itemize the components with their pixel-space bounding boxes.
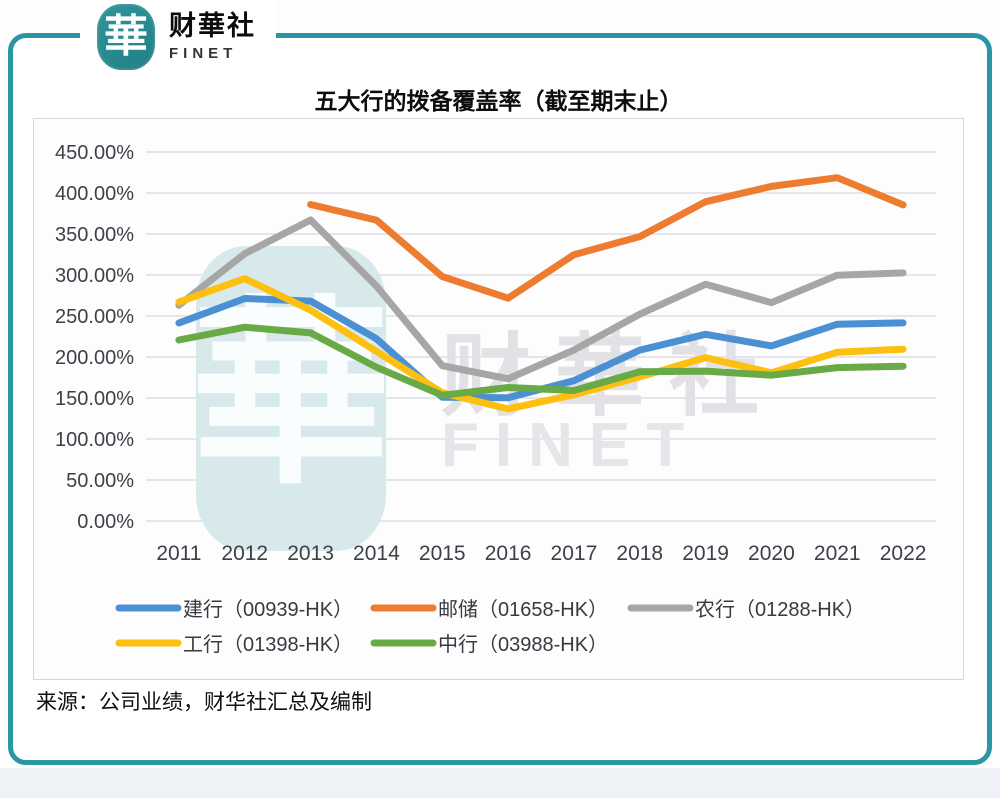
y-axis-tick-label: 300.00% bbox=[55, 265, 134, 287]
legend-item: 农行（01288-HK） bbox=[627, 598, 865, 621]
x-axis-labels: 2011 2012 2013 2014 2015 2016 2017 2018 2019 2020… bbox=[156, 542, 926, 565]
brand-name-cn: 财華社 bbox=[169, 11, 256, 42]
source-note: 来源：公司业绩，财华社汇总及编制 bbox=[36, 691, 372, 714]
x-axis-tick-label: 2013 bbox=[287, 542, 334, 565]
x-axis-tick-label: 2019 bbox=[682, 542, 729, 565]
brand-logo-block: 華 财華社 FINET bbox=[80, 0, 276, 74]
legend-item: 中行（03988-HK） bbox=[370, 633, 608, 656]
y-axis-tick-label: 250.00% bbox=[55, 306, 134, 328]
watermark: 華财華社FINET bbox=[191, 246, 759, 551]
y-axis-labels: 0.00% 50.00% 100.00% 150.00% 200.00% 250.00% 3… bbox=[55, 142, 134, 533]
legend-item: 邮储（01658-HK） bbox=[370, 598, 608, 621]
y-axis-tick-label: 450.00% bbox=[55, 142, 134, 164]
legend-label: 工行（01398-HK） bbox=[183, 633, 353, 656]
legend-label: 建行（00939-HK） bbox=[183, 598, 353, 621]
y-axis-tick-label: 400.00% bbox=[55, 183, 134, 205]
finet-logo-icon: 華 bbox=[97, 4, 155, 70]
finet-logo-glyph: 華 bbox=[104, 11, 148, 62]
legend-item: 工行（01398-HK） bbox=[115, 633, 353, 656]
x-axis-tick-label: 2018 bbox=[616, 542, 663, 565]
series-line-1 bbox=[307, 174, 907, 302]
series-line-2 bbox=[175, 216, 907, 383]
legend-label: 农行（01288-HK） bbox=[695, 598, 865, 621]
legend: 建行（00939-HK） 邮储（01658-HK） 农行（01288-HK） 工行（0… bbox=[115, 598, 865, 656]
x-axis-tick-label: 2012 bbox=[221, 542, 268, 565]
x-axis-tick-label: 2014 bbox=[353, 542, 400, 565]
legend-item: 建行（00939-HK） bbox=[115, 598, 353, 621]
y-axis-tick-label: 50.00% bbox=[66, 470, 134, 492]
provision-coverage-chart: 華财華社 FINET 0.00% 50.00% 100.00% 150.00% 200.00… bbox=[33, 118, 964, 680]
watermark-logo-icon bbox=[196, 246, 386, 551]
y-axis-tick-label: 100.00% bbox=[55, 429, 134, 451]
x-axis-tick-label: 2016 bbox=[485, 542, 532, 565]
series-line-4 bbox=[175, 323, 907, 399]
y-axis-tick-label: 350.00% bbox=[55, 224, 134, 246]
chart-title: 五大行的拨备覆盖率（截至期末止） bbox=[314, 88, 683, 114]
legend-label: 中行（03988-HK） bbox=[438, 633, 608, 656]
y-axis-tick-label: 150.00% bbox=[55, 388, 134, 410]
brand-text: 财華社 FINET bbox=[169, 11, 256, 62]
series-lines bbox=[175, 174, 907, 413]
x-axis-tick-label: 2017 bbox=[551, 542, 598, 565]
y-axis-tick-label: 200.00% bbox=[55, 347, 134, 369]
y-axis-tick-label: 0.00% bbox=[77, 511, 134, 533]
x-axis-tick-label: 2021 bbox=[814, 542, 861, 565]
brand-name-en: FINET bbox=[169, 44, 238, 62]
x-axis-tick-label: 2011 bbox=[156, 542, 201, 565]
x-axis-tick-label: 2022 bbox=[880, 542, 927, 565]
series-line-3 bbox=[175, 275, 907, 413]
watermark-text-en: FINET bbox=[441, 411, 700, 480]
x-axis-tick-label: 2015 bbox=[419, 542, 466, 565]
chart-canvas: 華财華社FINET 0.00% 50.00% 100.00% 150.00% 200.00… bbox=[55, 142, 936, 656]
page-bottom-strip bbox=[0, 768, 1000, 798]
watermark-logo-glyph: 華 bbox=[191, 284, 391, 507]
x-axis-tick-label: 2020 bbox=[748, 542, 795, 565]
legend-label: 邮储（01658-HK） bbox=[438, 598, 608, 621]
